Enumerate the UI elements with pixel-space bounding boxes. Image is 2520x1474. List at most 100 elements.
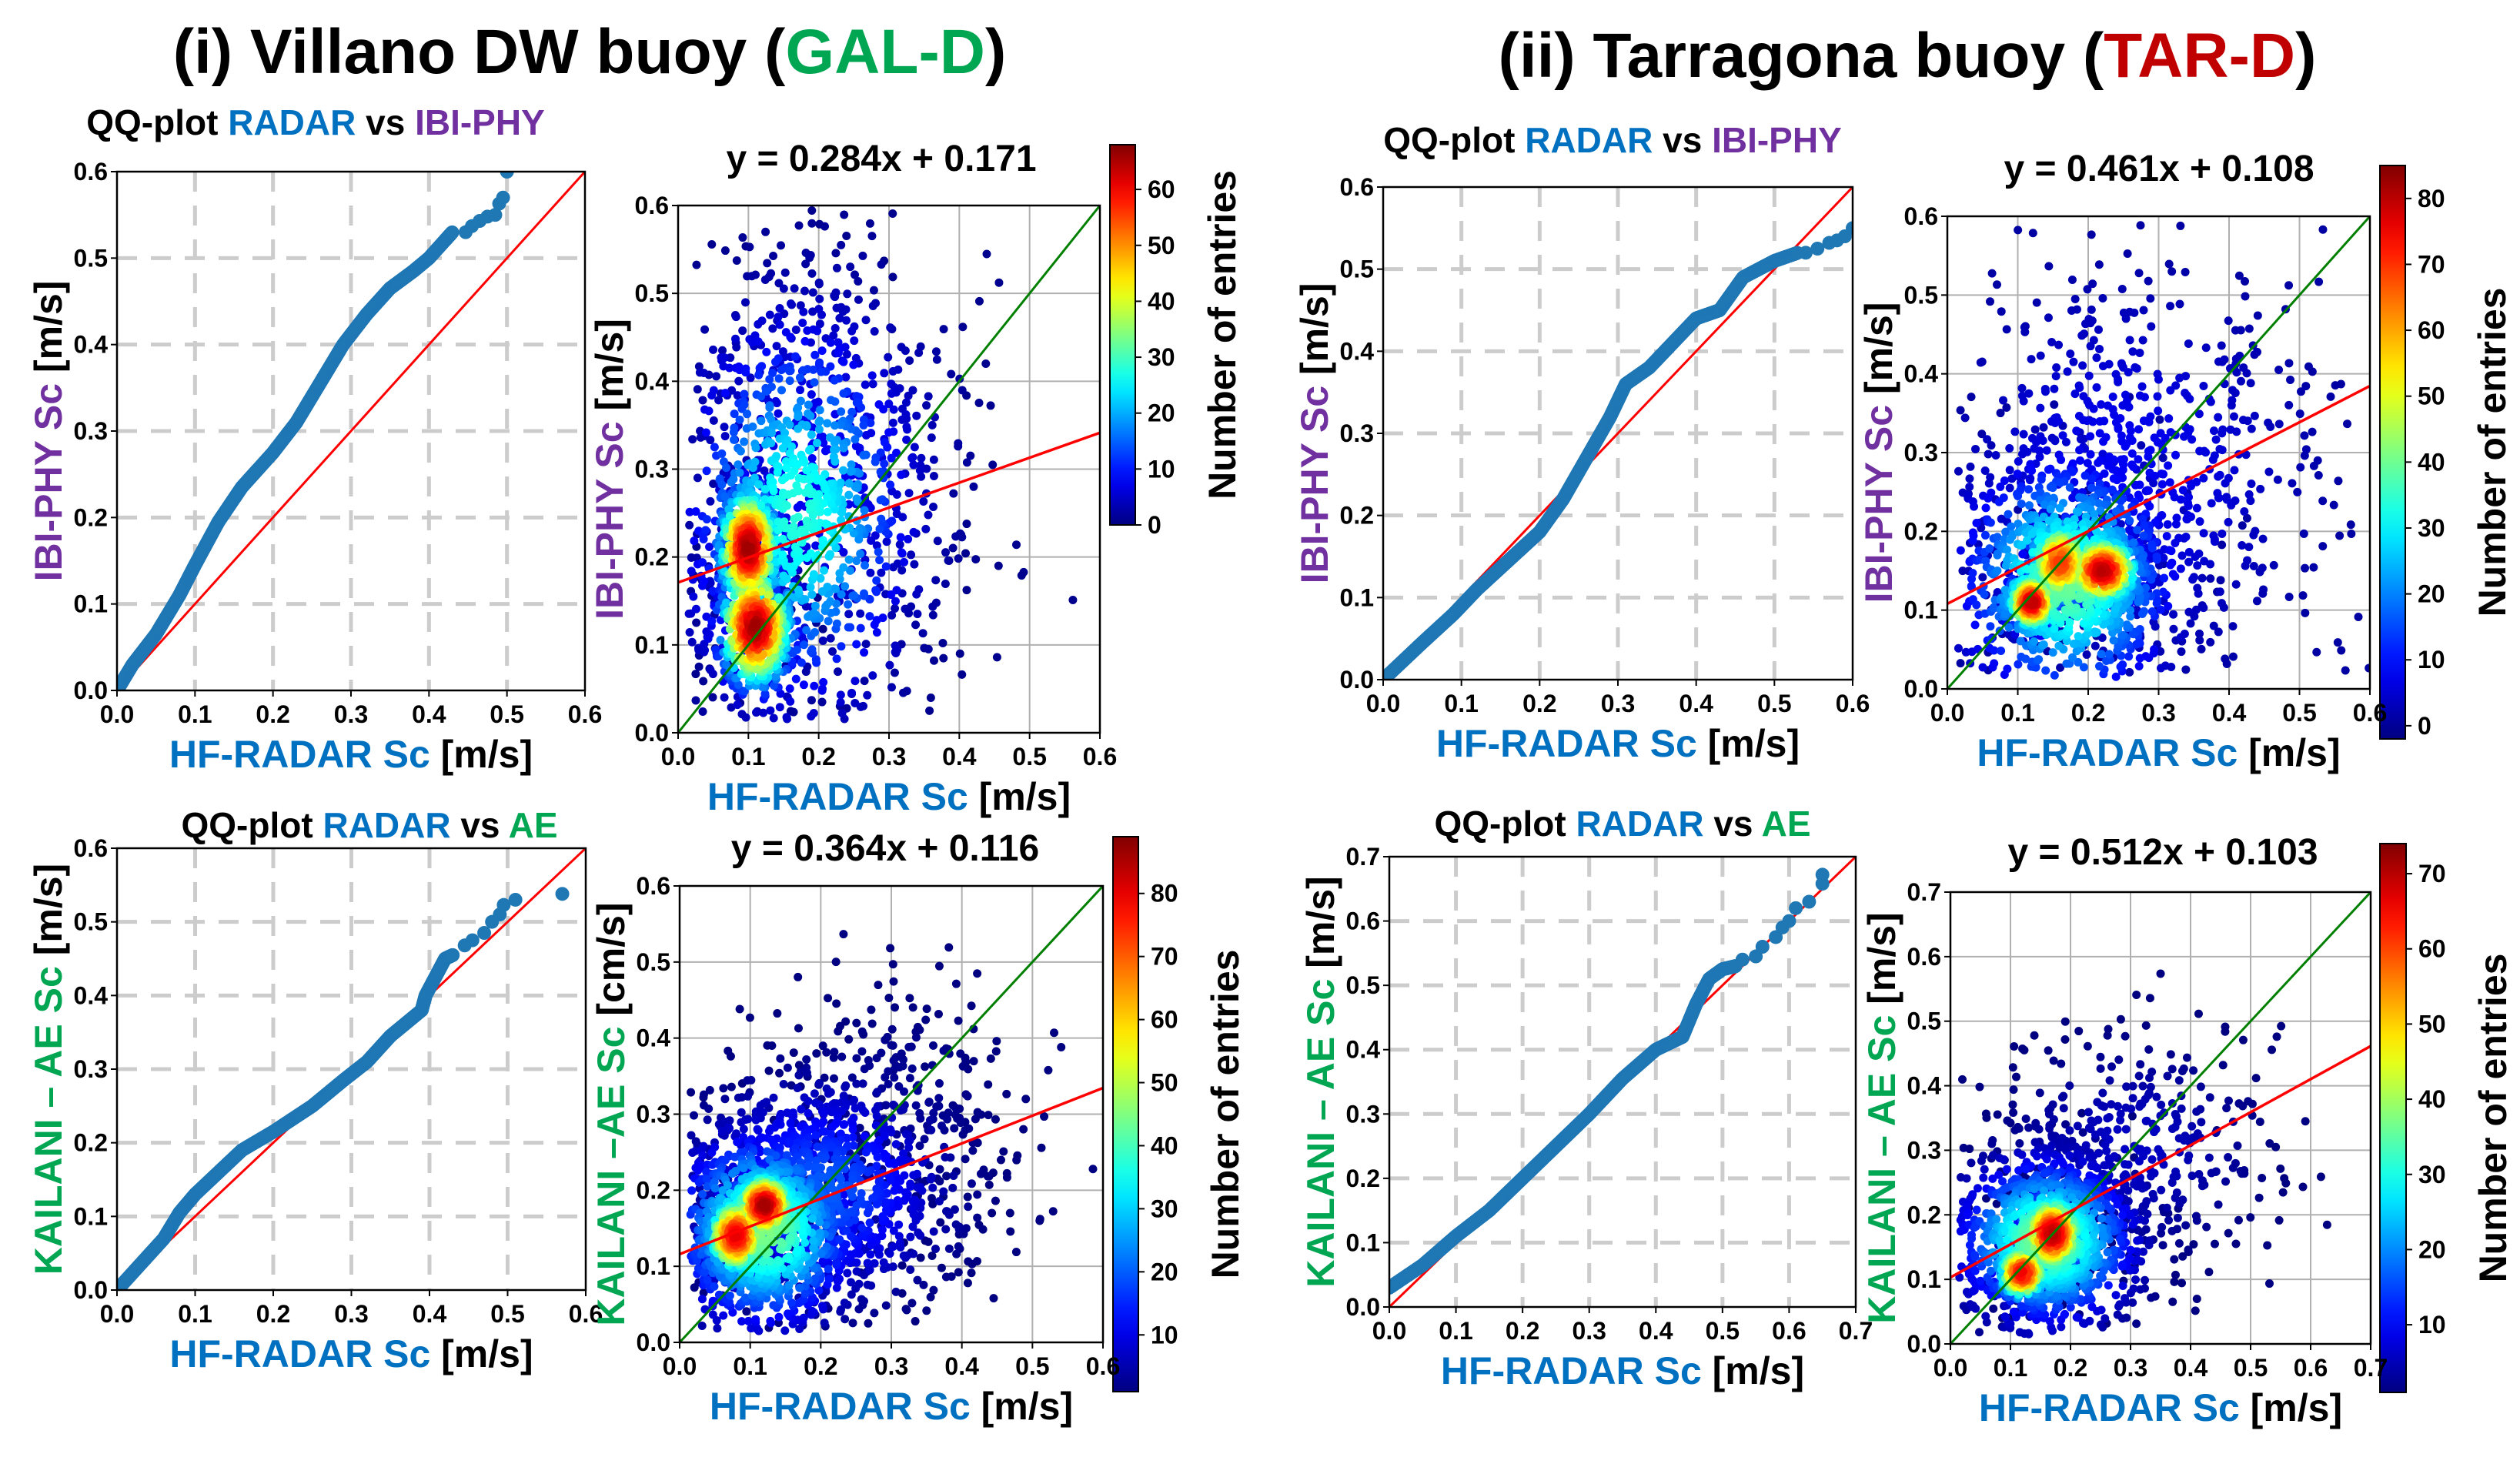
density-point xyxy=(748,463,757,473)
density-point xyxy=(2347,529,2356,538)
density-point xyxy=(2185,394,2194,403)
density-point xyxy=(2331,381,2340,390)
density-point xyxy=(794,412,803,421)
density-point xyxy=(867,232,877,241)
density-point xyxy=(2125,336,2134,345)
density-point xyxy=(796,386,805,395)
density-point xyxy=(842,316,851,325)
density-point xyxy=(870,327,879,336)
density-point xyxy=(729,427,738,436)
density-point xyxy=(2243,556,2252,565)
density-point xyxy=(1986,622,1995,631)
density-point xyxy=(2152,555,2161,564)
density-point xyxy=(2241,450,2251,460)
density-point xyxy=(2365,663,2370,673)
density-point xyxy=(746,373,755,383)
density-point xyxy=(2171,520,2181,529)
density-point xyxy=(800,640,809,650)
density-point xyxy=(922,401,931,410)
density-point xyxy=(2095,344,2104,353)
density-point xyxy=(2139,306,2148,315)
density-point xyxy=(2001,527,2010,536)
density-point xyxy=(806,583,815,592)
density-point xyxy=(2251,526,2260,536)
density-point xyxy=(867,536,876,545)
density-point xyxy=(2259,585,2268,594)
density-point xyxy=(981,359,991,368)
density-point xyxy=(2117,285,2127,294)
density-point xyxy=(819,677,828,687)
density-point xyxy=(2083,459,2092,468)
density-point xyxy=(1980,466,1990,476)
density-point xyxy=(704,406,714,416)
density-point xyxy=(947,369,956,379)
density-point xyxy=(2229,412,2238,421)
density-point xyxy=(871,586,881,595)
density-point xyxy=(2070,294,2080,303)
density-point xyxy=(880,369,889,378)
density-point xyxy=(757,501,766,510)
density-point xyxy=(736,446,745,456)
density-point xyxy=(2169,610,2178,619)
density-point xyxy=(799,307,808,316)
density-point xyxy=(2050,436,2060,446)
density-point xyxy=(2221,654,2230,663)
density-point xyxy=(731,334,740,343)
density-point xyxy=(2197,644,2206,653)
density-point xyxy=(2138,336,2147,345)
density-point xyxy=(818,536,827,545)
density-point xyxy=(685,507,694,516)
y-tick-label: 0.1 xyxy=(74,590,108,618)
density-point xyxy=(817,697,827,707)
density-point xyxy=(865,219,874,228)
density-point xyxy=(2184,547,2194,557)
y-tick-label: 0.3 xyxy=(1340,419,1374,447)
density-point xyxy=(794,424,803,433)
density-point xyxy=(974,398,984,407)
density-point xyxy=(2068,459,2077,468)
density-point xyxy=(2264,418,2273,427)
density-point xyxy=(831,421,840,430)
density-point xyxy=(769,251,778,260)
density-point xyxy=(2032,437,2041,446)
density-point xyxy=(2087,483,2096,493)
density-point xyxy=(734,376,744,386)
chart-title-part: vs xyxy=(356,102,415,142)
density-point xyxy=(2044,313,2053,323)
density-point xyxy=(2134,597,2143,607)
density-point xyxy=(740,389,749,399)
density-point xyxy=(2140,393,2149,402)
density-point xyxy=(2151,518,2160,527)
density-point xyxy=(802,626,811,635)
density-point xyxy=(851,698,860,707)
density-point xyxy=(2177,647,2186,657)
qq-point xyxy=(1846,221,1853,236)
density-point xyxy=(2088,279,2097,289)
density-point xyxy=(2274,419,2284,429)
density-point xyxy=(939,325,948,334)
density-point xyxy=(877,260,886,269)
density-point xyxy=(778,550,787,560)
density-point xyxy=(807,590,817,599)
density-point xyxy=(2242,513,2251,523)
density-point xyxy=(856,609,865,618)
y-tick-label: 0.6 xyxy=(635,192,669,219)
density-point xyxy=(2296,387,2305,396)
y-tick-label: 0.1 xyxy=(1340,583,1374,611)
density-point xyxy=(2114,424,2123,433)
density-point xyxy=(2147,543,2157,553)
density-point xyxy=(1999,396,2008,405)
density-point xyxy=(2167,267,2177,276)
density-point xyxy=(2154,406,2163,416)
density-point xyxy=(861,640,871,649)
x-tick-label: 0.2 xyxy=(1522,690,1556,717)
density-point xyxy=(691,670,700,679)
density-point xyxy=(769,486,778,496)
density-point xyxy=(2184,607,2194,617)
density-point xyxy=(795,373,804,383)
density-point xyxy=(842,349,851,359)
density-point xyxy=(786,471,795,480)
panel-title-prefix: (ii) Tarragona buoy ( xyxy=(1499,21,2104,91)
